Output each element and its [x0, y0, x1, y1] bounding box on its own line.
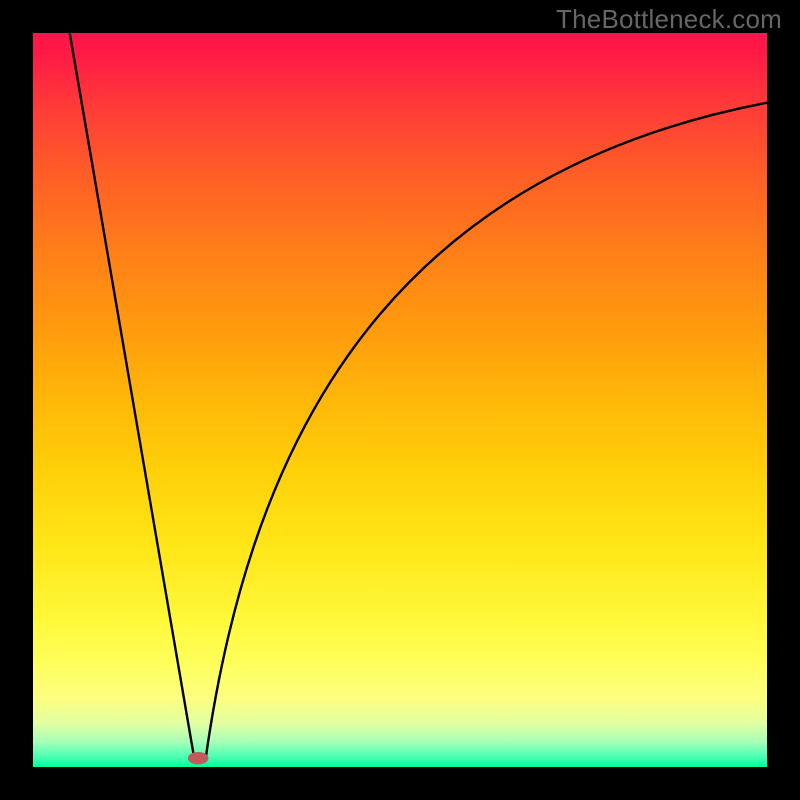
watermark-text: TheBottleneck.com	[556, 4, 782, 35]
bottleneck-chart	[0, 0, 800, 800]
gradient-background	[33, 33, 767, 767]
optimum-marker	[188, 752, 209, 764]
